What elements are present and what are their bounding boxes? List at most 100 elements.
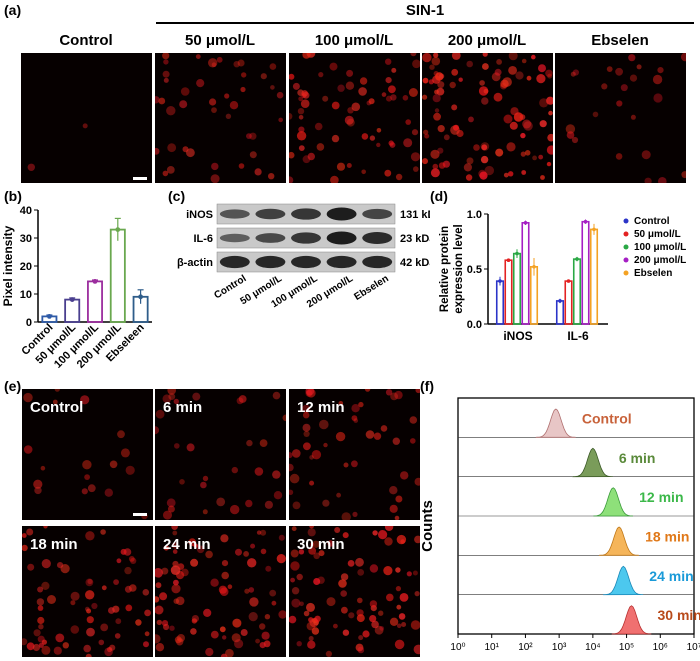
cell-mark xyxy=(629,74,638,82)
cell-mark xyxy=(538,154,544,160)
cell-mark xyxy=(346,118,355,127)
cell-mark xyxy=(272,470,281,479)
cell-mark xyxy=(289,112,293,120)
cell-mark xyxy=(502,77,512,87)
micrograph-e-0: Control xyxy=(22,389,153,520)
cell-mark xyxy=(249,151,257,159)
series-label: Control xyxy=(582,411,632,427)
cell-mark xyxy=(318,72,324,78)
cell-mark xyxy=(546,145,553,155)
blot-row-label: iNOS xyxy=(186,209,213,221)
cell-mark xyxy=(384,526,394,531)
cell-mark xyxy=(203,608,212,617)
cell-mark xyxy=(381,92,387,97)
cell-mark xyxy=(155,426,160,435)
cell-mark xyxy=(451,104,458,111)
cell-mark xyxy=(453,124,459,131)
panel-c-label: (c) xyxy=(168,188,186,204)
cell-mark xyxy=(331,101,340,110)
cell-mark xyxy=(182,146,189,153)
cell-mark xyxy=(506,142,516,152)
cell-mark xyxy=(520,151,526,157)
blot-kda-label: 23 kDa xyxy=(400,233,430,245)
cell-mark xyxy=(361,169,366,175)
cell-mark xyxy=(289,489,294,495)
cell-mark xyxy=(307,528,316,537)
cell-mark xyxy=(272,391,281,400)
cell-mark xyxy=(308,636,314,641)
cell-mark xyxy=(352,511,358,517)
cell-mark xyxy=(422,53,432,63)
cell-mark xyxy=(186,443,195,452)
cell-mark xyxy=(415,389,420,394)
cell-mark xyxy=(395,495,403,503)
cell-mark xyxy=(302,423,311,432)
cell-mark xyxy=(305,389,315,396)
cell-mark xyxy=(386,95,392,102)
category-label: IL-6 xyxy=(567,329,589,343)
cell-mark xyxy=(169,625,175,631)
blot-band xyxy=(219,233,250,243)
cell-mark xyxy=(264,500,273,509)
cell-mark xyxy=(353,418,359,423)
cell-mark xyxy=(546,161,552,167)
cell-mark xyxy=(52,399,58,405)
data-point xyxy=(523,221,528,225)
cell-mark xyxy=(193,543,198,549)
cell-mark xyxy=(248,612,258,622)
time-label: 12 min xyxy=(297,399,345,416)
cell-mark xyxy=(413,166,419,172)
bar xyxy=(495,280,505,325)
cell-mark xyxy=(162,170,169,177)
cell-mark xyxy=(166,498,176,508)
cell-mark xyxy=(343,462,349,468)
cell-mark xyxy=(87,484,96,493)
cell-mark xyxy=(463,163,472,172)
cell-mark xyxy=(256,530,262,535)
cell-mark xyxy=(383,566,393,576)
cell-mark xyxy=(615,67,623,76)
data-point xyxy=(47,314,52,319)
cell-mark xyxy=(282,414,286,422)
cell-mark xyxy=(369,135,376,141)
y-tick-label: 30 xyxy=(20,233,32,245)
histogram-peak xyxy=(572,447,613,478)
cell-mark xyxy=(86,608,92,614)
cell-mark xyxy=(616,100,623,107)
cell-mark xyxy=(473,144,480,151)
cell-mark xyxy=(480,155,489,164)
series-label: 24 min xyxy=(649,568,693,584)
panel-f-label: (f) xyxy=(420,378,434,394)
cell-mark xyxy=(276,554,286,564)
cell-mark xyxy=(466,157,474,165)
cell-mark xyxy=(116,558,122,564)
cell-mark xyxy=(361,133,369,140)
blot-kda-label: 131 kDa xyxy=(400,209,430,221)
cell-mark xyxy=(493,92,503,102)
cell-mark xyxy=(155,96,160,104)
cell-mark xyxy=(27,563,35,571)
cell-mark xyxy=(412,59,420,69)
cell-mark xyxy=(167,389,176,395)
cell-mark xyxy=(379,626,385,631)
cell-mark xyxy=(124,585,132,593)
cell-mark xyxy=(333,623,338,629)
cell-mark xyxy=(311,627,320,635)
cell-mark xyxy=(384,537,393,546)
lane-label: Ebselen xyxy=(352,273,390,303)
legend-marker xyxy=(623,231,629,237)
cell-mark xyxy=(292,449,301,458)
y-tick-label: 0.5 xyxy=(467,264,482,276)
cell-mark xyxy=(113,579,119,585)
histogram-peak xyxy=(611,605,652,635)
column-header: Control xyxy=(59,32,113,49)
cell-mark xyxy=(357,597,363,604)
cell-mark xyxy=(86,627,95,637)
cell-mark xyxy=(41,581,50,590)
bar xyxy=(564,280,573,325)
cell-mark xyxy=(238,163,245,169)
cell-mark xyxy=(412,570,418,576)
cell-mark xyxy=(406,571,412,577)
cell-mark xyxy=(177,634,185,642)
micrograph-4 xyxy=(555,53,686,183)
